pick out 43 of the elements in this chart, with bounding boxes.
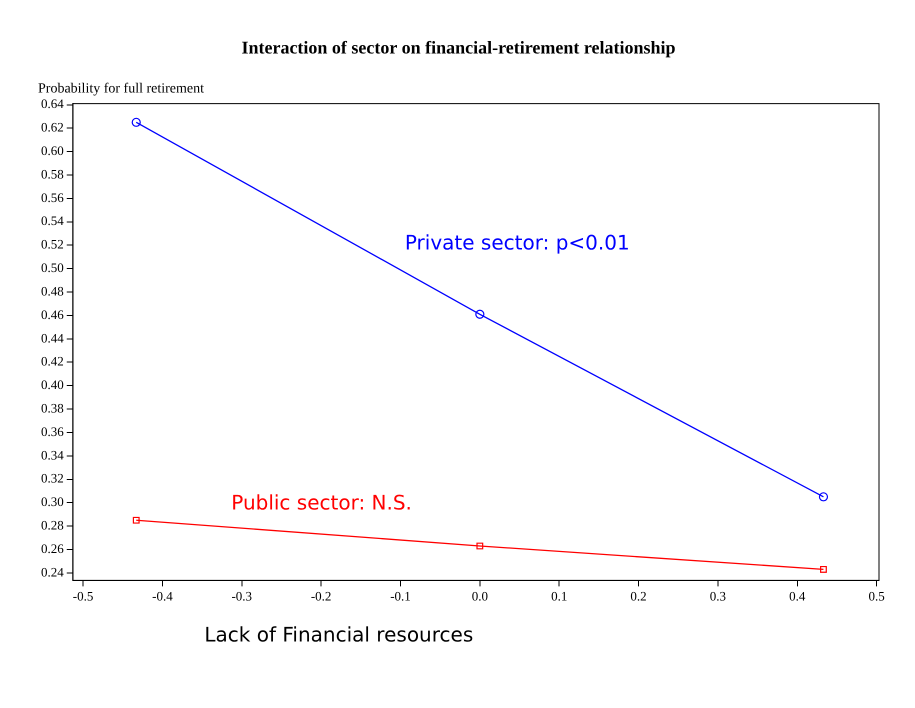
- y-tick-label: 0.44: [41, 330, 64, 346]
- point: [818, 492, 828, 502]
- y-tick-label: 0.64: [41, 96, 64, 112]
- series-label: Private sector: p<0.01: [404, 230, 630, 254]
- y-tick-label: 0.26: [41, 540, 64, 556]
- x-tick-label: -0.4: [152, 588, 174, 604]
- y-tick-label: 0.60: [41, 143, 64, 158]
- y-tick-label: 0.34: [41, 447, 64, 462]
- x-axis-title: Lack of Financial resources: [204, 622, 474, 647]
- y-tick-label: 0.30: [41, 494, 64, 510]
- y-tick-label: 0.62: [41, 120, 64, 135]
- y-tick-label: 0.52: [41, 236, 64, 252]
- point: [132, 118, 141, 127]
- y-tick-label: 0.42: [41, 354, 64, 369]
- x-tick-label: 0.1: [551, 588, 568, 604]
- point: [475, 310, 484, 319]
- x-tick-label: 0.2: [630, 588, 647, 604]
- y-tick-label: 0.36: [41, 424, 64, 439]
- y-tick-label: 0.28: [41, 518, 64, 533]
- x-tick-label: -0.5: [72, 588, 94, 604]
- y-tick-label: 0.58: [41, 166, 64, 182]
- point: [132, 516, 140, 524]
- point: [820, 566, 827, 573]
- x-tick-label: 0.0: [472, 588, 488, 604]
- x-tick-label: 0.3: [710, 588, 726, 604]
- series-label: Public sector: N.S.: [231, 490, 412, 514]
- y-tick-label: 0.40: [41, 377, 64, 392]
- y-tick-label: 0.56: [41, 190, 64, 205]
- y-tick-label: 0.38: [41, 400, 64, 416]
- y-axis-title: Probability for full retirement: [38, 81, 204, 96]
- chart-title: Interaction of sector on financial-retirement relationship: [241, 37, 676, 58]
- x-tick-label: 0.5: [868, 588, 885, 604]
- y-tick-label: 0.50: [41, 260, 64, 276]
- x-tick-label: -0.2: [310, 588, 332, 604]
- x-tick-label: -0.3: [231, 588, 252, 604]
- point: [476, 542, 484, 550]
- y-tick-label: 0.32: [41, 470, 64, 486]
- y-tick-label: 0.24: [41, 564, 64, 580]
- x-tick-label: 0.4: [789, 588, 806, 604]
- y-tick-label: 0.48: [41, 283, 64, 298]
- x-tick-label: -0.1: [390, 588, 411, 604]
- y-tick-label: 0.54: [41, 213, 64, 228]
- y-tick-label: 0.46: [41, 306, 64, 322]
